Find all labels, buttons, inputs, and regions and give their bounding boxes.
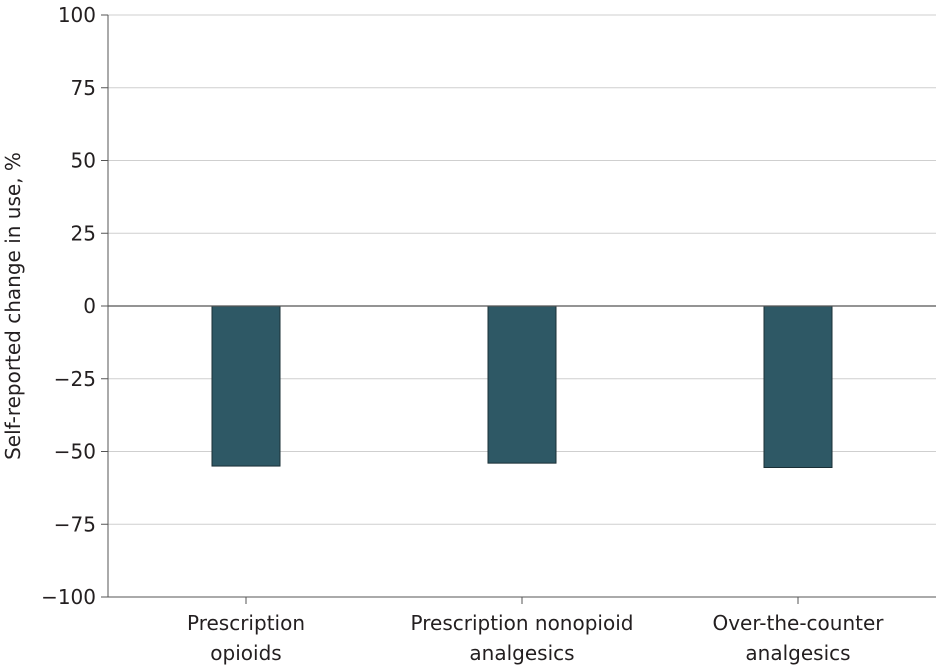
- y-tick-label: −75: [54, 512, 96, 536]
- x-category-label: analgesics: [745, 641, 850, 665]
- y-tick-label: 100: [58, 3, 96, 27]
- labels: 100 75 50 25 0 −25 −50 −75 −100 Prescription opioi…: [1, 3, 884, 665]
- y-tick-label: 0: [83, 294, 96, 318]
- x-category-label: opioids: [210, 641, 281, 665]
- axes: [101, 14, 936, 604]
- y-tick-label: 50: [71, 149, 96, 173]
- y-tick-label: −25: [54, 367, 96, 391]
- y-tick-label: −100: [41, 585, 96, 609]
- x-category-label: Prescription: [187, 611, 305, 635]
- bars: [211, 305, 833, 469]
- y-axis-title: Self-reported change in use, %: [1, 152, 25, 460]
- y-tick-label: −50: [54, 440, 96, 464]
- bar: [487, 305, 557, 464]
- y-tick-label: 75: [71, 76, 96, 100]
- x-category-label: analgesics: [469, 641, 574, 665]
- y-tick-label: 25: [71, 221, 96, 245]
- bar: [211, 305, 281, 467]
- x-category-label: Prescription nonopioid: [411, 611, 634, 635]
- x-category-label: Over-the-counter: [712, 611, 884, 635]
- bar: [763, 305, 833, 469]
